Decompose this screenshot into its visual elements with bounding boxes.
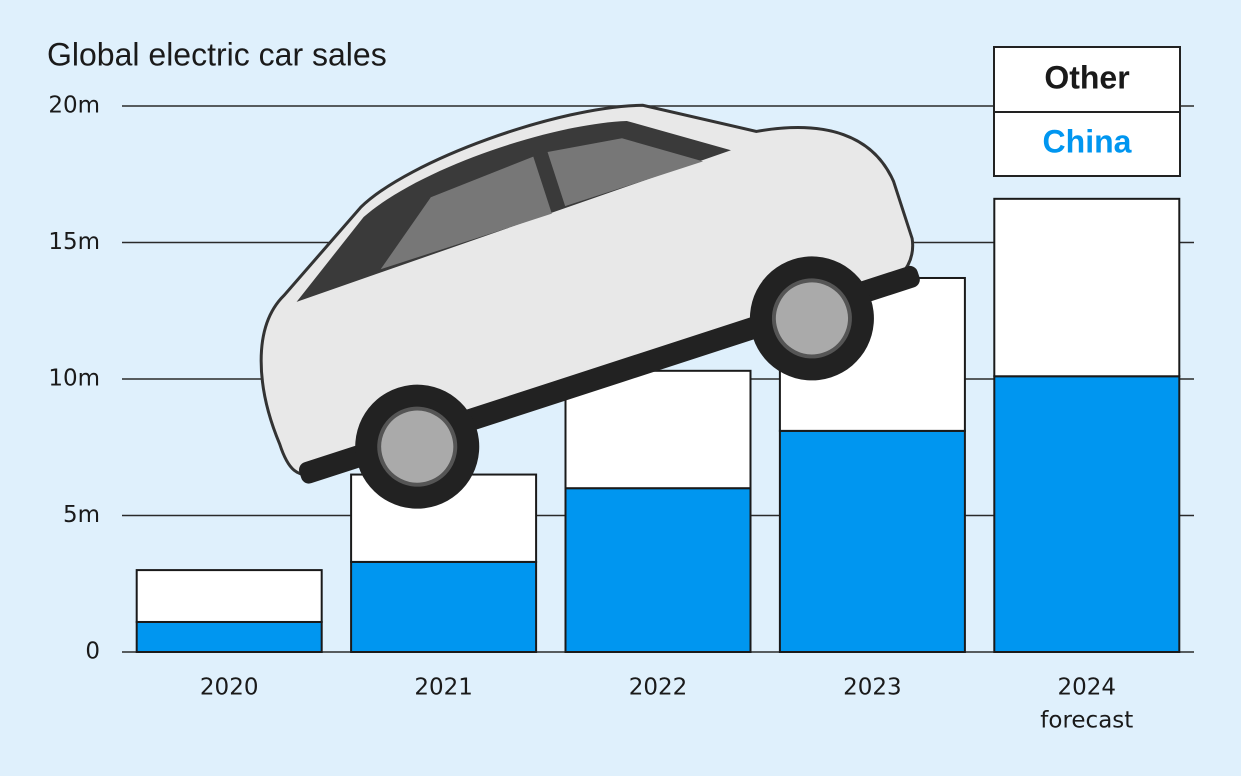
legend-label: China <box>1043 123 1132 159</box>
x-tick-label: 2023 <box>843 675 902 701</box>
legend: China Other <box>993 46 1181 177</box>
chart-title: Global electric car sales <box>47 36 387 72</box>
bar-segment <box>993 375 1181 653</box>
y-tick-label: 20m <box>48 93 100 119</box>
y-tick-label: 15m <box>48 229 100 255</box>
bar-segment <box>564 487 752 654</box>
x-tick-label: 2024 <box>1058 675 1117 701</box>
bar-segment <box>993 197 1181 378</box>
y-tick-label: 10m <box>48 366 100 392</box>
bar-segment <box>135 569 323 623</box>
x-tick-label: 2021 <box>414 675 473 701</box>
legend-label: Other <box>1044 59 1129 95</box>
x-tick-label: 2022 <box>629 675 688 701</box>
bar-segment <box>350 560 538 653</box>
x-tick-note: forecast <box>1040 708 1133 734</box>
y-tick-label: 5m <box>63 502 100 528</box>
y-tick-label: 0 <box>85 639 100 665</box>
car-illustration <box>259 103 920 509</box>
bar-segment <box>778 429 966 653</box>
bar-segment <box>135 620 323 653</box>
x-tick-label: 2020 <box>200 675 259 701</box>
